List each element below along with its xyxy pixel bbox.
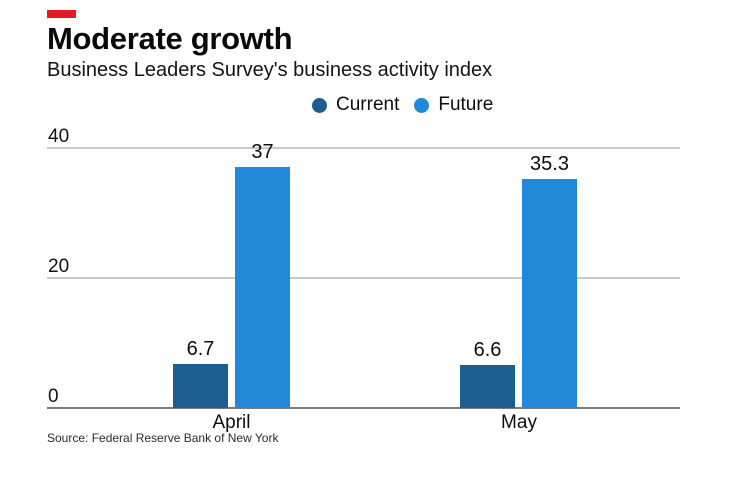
source-note: Source: Federal Reserve Bank of New York bbox=[47, 431, 279, 445]
legend-label-future: Future bbox=[438, 94, 494, 115]
y-tick-0: 0 bbox=[48, 386, 59, 407]
bar-rect-may-future bbox=[522, 179, 577, 408]
bar-value-may-future: 35.3 bbox=[530, 153, 569, 175]
bar-rect-april-current bbox=[173, 364, 228, 408]
legend-label-current: Current bbox=[336, 94, 400, 115]
legend-item-future: Future bbox=[414, 94, 493, 116]
future-legend-dot-icon bbox=[414, 97, 430, 113]
chart-subtitle: Business Leaders Survey's business activ… bbox=[47, 59, 493, 81]
bar-rect-may-current bbox=[460, 365, 515, 408]
gridline-20 bbox=[47, 277, 680, 279]
y-tick-20: 20 bbox=[48, 256, 70, 277]
x-axis-baseline bbox=[47, 407, 680, 409]
current-legend-dot-icon bbox=[312, 97, 327, 113]
y-tick-40: 40 bbox=[48, 126, 70, 147]
chart-title: Moderate growth bbox=[47, 21, 293, 56]
bar-april-current: 6.7 bbox=[173, 339, 228, 408]
accent-bar bbox=[47, 10, 76, 18]
legend-item-current: Current bbox=[312, 94, 399, 116]
gridline-40 bbox=[47, 147, 680, 149]
x-label-april: April bbox=[212, 412, 251, 433]
bar-april-future: 37 bbox=[235, 142, 290, 408]
legend: Current Future bbox=[312, 94, 493, 116]
bar-value-may-current: 6.6 bbox=[473, 339, 502, 361]
x-label-may: May bbox=[501, 412, 537, 433]
bar-rect-april-future bbox=[235, 167, 290, 408]
bar-may-current: 6.6 bbox=[460, 340, 515, 408]
bar-value-april-current: 6.7 bbox=[186, 338, 215, 360]
bar-may-future: 35.3 bbox=[522, 154, 577, 408]
bar-value-april-future: 37 bbox=[251, 141, 274, 163]
